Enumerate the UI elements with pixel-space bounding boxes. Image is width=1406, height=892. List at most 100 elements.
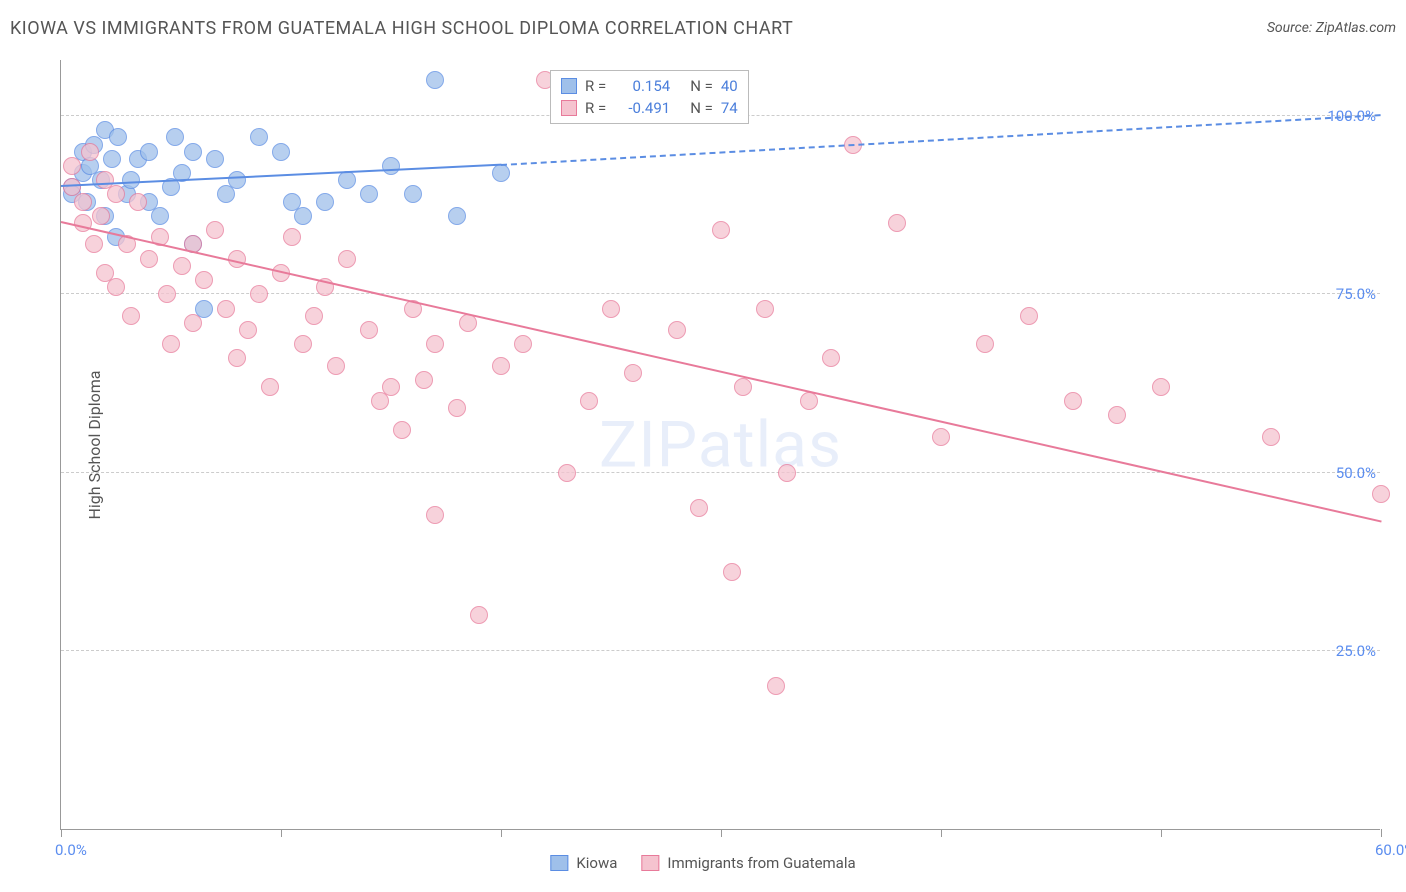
- data-point: [85, 235, 103, 253]
- data-point: [448, 207, 466, 225]
- y-tick-label: 50.0%: [1336, 464, 1376, 482]
- data-point: [122, 307, 140, 325]
- data-point: [338, 171, 356, 189]
- data-point: [250, 285, 268, 303]
- y-tick-label: 25.0%: [1336, 642, 1376, 660]
- legend-item-kiowa: Kiowa: [550, 852, 617, 874]
- data-point: [360, 321, 378, 339]
- data-point: [228, 349, 246, 367]
- data-point: [1372, 485, 1390, 503]
- plot-area: ZIPatlas 25.0%50.0%75.0%100.0%0.0%60.0%: [60, 60, 1380, 830]
- data-point: [206, 221, 224, 239]
- source-label: Source: ZipAtlas.com: [1267, 20, 1396, 36]
- data-point: [261, 378, 279, 396]
- data-point: [316, 193, 334, 211]
- chart-title: KIOWA VS IMMIGRANTS FROM GUATEMALA HIGH …: [10, 18, 793, 39]
- data-point: [888, 214, 906, 232]
- data-point: [492, 357, 510, 375]
- data-point: [558, 464, 576, 482]
- legend-n-value: 74: [721, 99, 738, 117]
- data-point: [734, 378, 752, 396]
- data-point: [382, 157, 400, 175]
- legend-swatch: [561, 78, 577, 94]
- data-point: [158, 285, 176, 303]
- data-point: [976, 335, 994, 353]
- data-point: [184, 143, 202, 161]
- data-point: [327, 357, 345, 375]
- legend-r-value: 0.154: [614, 77, 670, 95]
- data-point: [492, 164, 510, 182]
- data-point: [109, 128, 127, 146]
- legend-swatch: [561, 100, 577, 116]
- legend-n-label: N =: [690, 77, 713, 95]
- data-point: [415, 371, 433, 389]
- data-point: [1020, 307, 1038, 325]
- data-point: [140, 143, 158, 161]
- data-point: [822, 349, 840, 367]
- data-point: [580, 392, 598, 410]
- data-point: [250, 128, 268, 146]
- data-point: [294, 335, 312, 353]
- x-tick: [1381, 829, 1382, 837]
- data-point: [283, 228, 301, 246]
- legend-r-label: R =: [585, 77, 606, 95]
- data-point: [690, 499, 708, 517]
- x-tick: [501, 829, 502, 837]
- data-point: [1152, 378, 1170, 396]
- data-point: [184, 314, 202, 332]
- x-tick: [941, 829, 942, 837]
- x-tick: [281, 829, 282, 837]
- legend-n-label: N =: [690, 99, 713, 117]
- data-point: [426, 71, 444, 89]
- data-point: [360, 185, 378, 203]
- legend-r-label: R =: [585, 99, 606, 117]
- data-point: [217, 300, 235, 318]
- data-point: [272, 143, 290, 161]
- data-point: [602, 300, 620, 318]
- data-point: [1262, 428, 1280, 446]
- legend-label-guatemala: Immigrants from Guatemala: [667, 854, 855, 872]
- legend-swatch-guatemala: [641, 855, 659, 871]
- legend-swatch-kiowa: [550, 855, 568, 871]
- data-point: [800, 392, 818, 410]
- data-point: [166, 128, 184, 146]
- legend-row: R = -0.491 N = 74: [561, 97, 738, 119]
- data-point: [305, 307, 323, 325]
- data-point: [778, 464, 796, 482]
- data-point: [129, 193, 147, 211]
- legend-r-value: -0.491: [614, 99, 670, 117]
- data-point: [92, 207, 110, 225]
- data-point: [426, 335, 444, 353]
- data-point: [74, 193, 92, 211]
- data-point: [470, 606, 488, 624]
- gridline: [61, 472, 1380, 473]
- data-point: [723, 563, 741, 581]
- data-point: [404, 185, 422, 203]
- data-point: [448, 399, 466, 417]
- data-point: [63, 157, 81, 175]
- data-point: [294, 207, 312, 225]
- data-point: [173, 257, 191, 275]
- data-point: [668, 321, 686, 339]
- data-point: [338, 250, 356, 268]
- legend-item-guatemala: Immigrants from Guatemala: [641, 852, 855, 874]
- data-point: [122, 171, 140, 189]
- legend-label-kiowa: Kiowa: [576, 854, 617, 872]
- gridline: [61, 650, 1380, 651]
- data-point: [426, 506, 444, 524]
- data-point: [393, 421, 411, 439]
- data-point: [195, 271, 213, 289]
- data-point: [767, 677, 785, 695]
- data-point: [1064, 392, 1082, 410]
- data-point: [206, 150, 224, 168]
- legend-row: R =0.154N =40: [561, 75, 738, 97]
- correlation-legend: R =0.154N =40R =-0.491N =74: [550, 70, 749, 124]
- data-point: [1108, 406, 1126, 424]
- bottom-legend: Kiowa Immigrants from Guatemala: [550, 852, 855, 874]
- y-tick-label: 75.0%: [1336, 285, 1376, 303]
- data-point: [151, 207, 169, 225]
- data-point: [140, 250, 158, 268]
- data-point: [81, 143, 99, 161]
- x-tick-label: 60.0%: [1375, 841, 1406, 859]
- data-point: [624, 364, 642, 382]
